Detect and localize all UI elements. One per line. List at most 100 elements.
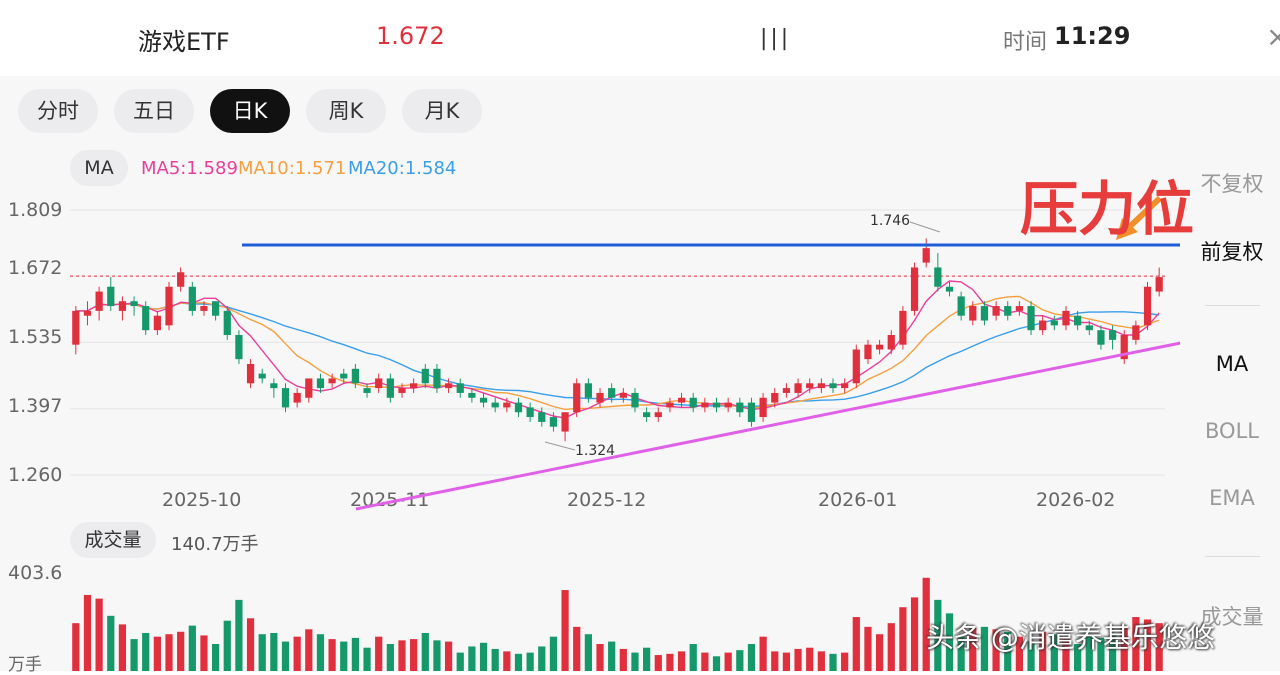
candle-body: [526, 407, 534, 418]
side-boll[interactable]: BOLL: [1205, 419, 1259, 443]
ma10-legend: MA10:1.571: [238, 158, 347, 179]
candle-body: [107, 286, 115, 307]
candle-body: [95, 291, 103, 311]
tab-daily-k[interactable]: 日K: [210, 89, 290, 133]
candle-body: [759, 397, 767, 418]
volume-bar: [410, 639, 418, 671]
x-tick-label: 2026-01: [818, 489, 898, 511]
candle-body: [293, 392, 301, 403]
volume-bar: [992, 629, 1000, 671]
volume-bar: [456, 652, 464, 671]
candle-body: [608, 388, 616, 398]
volume-bar: [270, 632, 278, 671]
candle-body: [398, 388, 406, 393]
volume-bar: [1027, 641, 1035, 671]
candle-body: [1108, 330, 1117, 340]
side-ema[interactable]: EMA: [1209, 486, 1255, 510]
ma5-legend: MA5:1.589: [141, 158, 238, 179]
candle-body: [503, 402, 511, 408]
volume-bar: [95, 598, 103, 671]
volume-bar: [1050, 634, 1058, 671]
side-no-adjust[interactable]: 不复权: [1200, 172, 1264, 196]
candle-body: [1027, 306, 1035, 331]
candle-body: [328, 378, 336, 384]
side-ma[interactable]: MA: [1215, 352, 1249, 376]
candle-body: [188, 286, 196, 311]
arrow-head: [1116, 218, 1138, 240]
candle-body: [1155, 277, 1163, 292]
candle-body: [1074, 315, 1082, 326]
candle-body: [771, 392, 779, 403]
candle-body: [142, 306, 150, 331]
volume-bar: [608, 641, 616, 671]
candle-body: [934, 267, 942, 287]
header-bar: 游戏ETF 1.672 | | | 时间 11:29 ×: [0, 0, 1280, 76]
volume-bar: [118, 624, 127, 671]
volume-bar: [433, 640, 441, 671]
volume-bar: [514, 653, 523, 671]
volume-bar: [934, 599, 942, 671]
tab-five-day[interactable]: 五日: [114, 89, 194, 133]
candle-body: [724, 402, 732, 408]
candle-body: [479, 397, 488, 403]
volume-bar: [1120, 626, 1128, 671]
volume-bar: [573, 626, 581, 671]
volume-bar: [212, 644, 220, 671]
candle-body: [806, 383, 814, 389]
side-volume[interactable]: 成交量: [1200, 605, 1264, 629]
side-divider: [1205, 556, 1260, 557]
volume-bar: [980, 626, 989, 671]
volume-bar: [246, 618, 255, 671]
candle-body: [1050, 320, 1058, 326]
volume-bar: [281, 641, 290, 671]
y-tick-label: 1.535: [8, 326, 63, 348]
volume-bar: [293, 636, 301, 671]
candle-body: [165, 286, 173, 326]
volume-bar: [969, 628, 977, 671]
volume-bar: [1143, 619, 1152, 671]
candle-body: [922, 248, 930, 263]
candle-body: [212, 301, 220, 316]
volume-button[interactable]: 成交量: [70, 522, 156, 558]
candle-body: [910, 267, 919, 311]
volume-bar: [107, 615, 115, 671]
volume-bar: [1097, 637, 1105, 671]
volume-bar: [561, 590, 569, 671]
candle-body: [118, 301, 127, 311]
volume-bar: [235, 599, 243, 671]
side-forward-adjust[interactable]: 前复权: [1200, 240, 1264, 264]
candle-body: [841, 383, 849, 389]
tab-intraday[interactable]: 分时: [18, 89, 98, 133]
volume-bar: [177, 631, 185, 671]
time-label: 时间: [1003, 30, 1048, 55]
volume-bar: [1015, 636, 1023, 671]
candle-body: [177, 272, 185, 287]
candle-body: [305, 378, 313, 398]
candle-body: [468, 392, 476, 398]
volume-bar: [887, 623, 895, 671]
candle-body: [258, 373, 266, 379]
volume-bar: [689, 644, 697, 671]
candle-body: [631, 392, 639, 408]
candle-body: [456, 383, 464, 393]
tab-weekly-k[interactable]: 周K: [306, 89, 386, 133]
period-tabs: 分时 五日 日K 周K 月K: [0, 76, 1280, 146]
ma-button[interactable]: MA: [70, 150, 128, 186]
header-placeholder: | | |: [760, 26, 788, 51]
candle-body: [270, 383, 278, 389]
tab-monthly-k[interactable]: 月K: [402, 89, 482, 133]
candle-body: [794, 383, 802, 393]
candle-body: [747, 402, 756, 422]
volume-value: 140.7万手: [171, 534, 259, 555]
x-tick-label: 2025-12: [567, 489, 647, 511]
volume-bar: [701, 652, 709, 671]
candle-body: [281, 388, 290, 408]
fund-name: 游戏ETF: [138, 28, 230, 56]
candle-body: [340, 373, 348, 379]
volume-bar: [188, 625, 196, 671]
candle-body: [1062, 310, 1070, 326]
candle-body: [351, 368, 360, 384]
close-icon[interactable]: ×: [1266, 20, 1280, 53]
volume-bar: [363, 647, 371, 671]
